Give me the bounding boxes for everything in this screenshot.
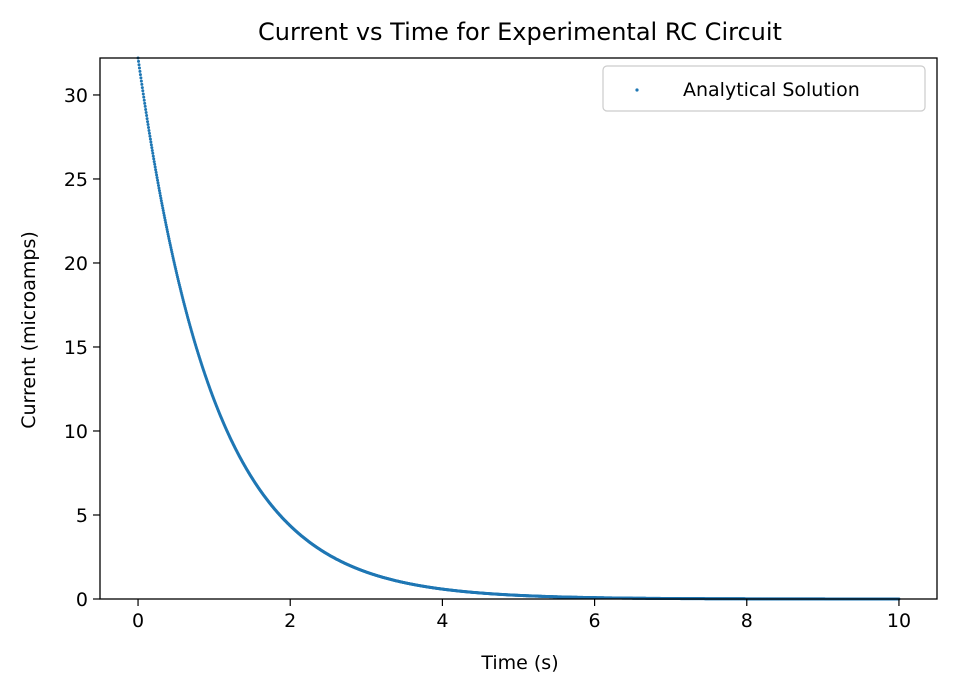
scatter-point — [143, 101, 147, 105]
scatter-point — [148, 137, 152, 141]
y-tick-label: 30 — [64, 85, 88, 107]
y-axis: 0 5 10 15 20 25 30 — [64, 85, 100, 611]
scatter-point — [155, 173, 159, 177]
scatter-point — [158, 194, 162, 198]
scatter-point — [145, 114, 149, 118]
scatter-point — [137, 63, 141, 67]
scatter-point — [154, 170, 158, 174]
scatter-point — [150, 149, 154, 152]
y-tick-label: 0 — [76, 589, 88, 611]
scatter-point — [144, 107, 148, 111]
scatter-point — [146, 120, 150, 124]
scatter-point — [151, 154, 155, 158]
scatter-point — [156, 178, 160, 182]
scatter-point — [166, 232, 170, 236]
x-tick-label: 10 — [887, 610, 911, 632]
x-tick-label: 4 — [436, 610, 448, 632]
scatter-point — [146, 123, 150, 127]
scatter-point — [137, 66, 141, 70]
x-axis: 0 2 4 6 8 10 — [132, 599, 911, 632]
scatter-point — [159, 199, 163, 203]
scatter-point — [141, 92, 145, 96]
scatter-point — [147, 126, 151, 129]
scatter-point — [153, 162, 157, 166]
scatter-point — [140, 86, 144, 90]
legend-marker — [635, 88, 639, 92]
x-tick-label: 6 — [589, 610, 601, 632]
scatter-point — [138, 69, 142, 73]
scatter-point — [140, 82, 144, 86]
scatter-point — [161, 209, 165, 213]
scatter-point — [166, 230, 170, 234]
scatter-point — [165, 227, 169, 231]
scatter-point — [154, 168, 158, 172]
scatter-point — [138, 73, 142, 77]
y-tick-label: 25 — [64, 169, 88, 191]
x-tick-label: 2 — [284, 610, 296, 632]
scatter-point — [159, 196, 163, 200]
axes-frame — [99, 57, 938, 600]
scatter-point — [163, 216, 167, 220]
scatter-point — [152, 160, 156, 164]
scatter-point — [162, 213, 166, 217]
scatter-point — [160, 201, 164, 205]
scatter-point — [152, 157, 156, 161]
scatter-point — [148, 134, 152, 138]
scatter-point — [137, 59, 141, 63]
scatter-point — [139, 76, 143, 80]
scatter-point — [166, 234, 170, 238]
scatter-point — [142, 98, 146, 102]
scatter-point — [151, 151, 155, 155]
legend: Analytical Solution — [602, 65, 926, 112]
scatter-point — [143, 104, 147, 108]
scatter-point — [157, 189, 161, 193]
legend-label: Analytical Solution — [683, 79, 860, 101]
chart-title: Current vs Time for Experimental RC Circ… — [258, 18, 782, 46]
scatter-point — [150, 146, 154, 150]
scatter-point — [141, 89, 145, 93]
y-tick-label: 20 — [64, 253, 88, 275]
scatter-point — [167, 237, 171, 241]
scatter-point — [144, 111, 148, 115]
scatter-point — [155, 176, 159, 180]
y-tick-label: 15 — [64, 337, 88, 359]
x-tick-label: 8 — [741, 610, 753, 632]
scatter-point — [156, 181, 160, 185]
scatter-point — [149, 143, 153, 147]
scatter-point — [167, 239, 171, 243]
scatter-point — [157, 186, 161, 190]
x-axis-label: Time (s) — [480, 652, 558, 674]
scatter-point — [163, 218, 167, 222]
legend-box — [602, 65, 926, 112]
scatter-point — [153, 165, 157, 169]
scatter-point — [139, 79, 143, 83]
plot-area — [136, 56, 901, 601]
scatter-point — [164, 223, 168, 227]
scatter-point — [147, 131, 151, 135]
y-axis-label: Current (microamps) — [18, 231, 40, 429]
scatter-point — [147, 128, 151, 132]
scatter-point — [156, 184, 160, 187]
scatter-point — [160, 204, 164, 208]
scatter-point — [149, 140, 153, 144]
scatter-point — [145, 117, 149, 121]
y-tick-label: 10 — [64, 421, 88, 443]
scatter-point — [165, 225, 169, 229]
y-tick-label: 5 — [76, 505, 88, 527]
x-tick-label: 0 — [132, 610, 144, 632]
scatter-point — [158, 191, 162, 195]
scatter-point — [162, 211, 166, 215]
scatter-point — [142, 95, 146, 99]
scatter-point — [164, 221, 168, 224]
scatter-point — [161, 206, 165, 210]
